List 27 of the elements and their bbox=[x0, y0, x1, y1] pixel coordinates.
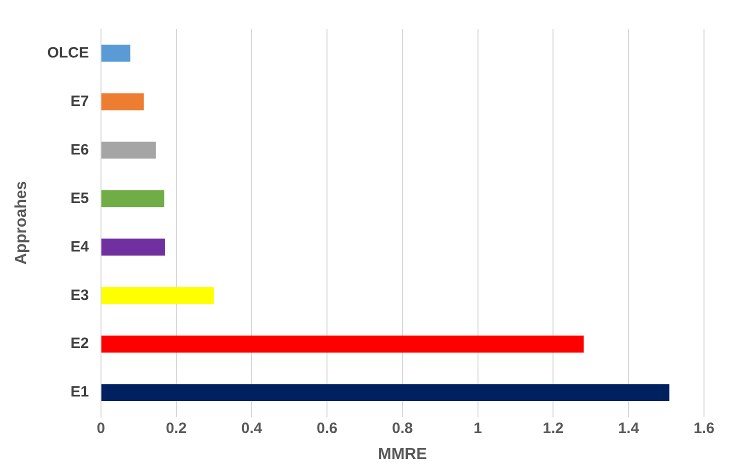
x-tick-label: 1.4 bbox=[618, 420, 640, 437]
x-tick-label: 1.6 bbox=[694, 420, 714, 437]
bar bbox=[101, 93, 144, 110]
x-tick-label: 0.8 bbox=[392, 420, 413, 437]
x-tick-label: 0.6 bbox=[316, 420, 338, 437]
bar bbox=[101, 190, 164, 208]
x-tick-label: 1 bbox=[474, 420, 482, 437]
bar bbox=[101, 384, 670, 402]
bar bbox=[101, 336, 584, 353]
bar bbox=[101, 44, 130, 62]
x-tick-label: 0 bbox=[96, 420, 106, 437]
x-tick-label: 0.2 bbox=[166, 420, 187, 437]
y-tick-label: E2 bbox=[70, 335, 89, 352]
y-tick-label: E5 bbox=[70, 190, 89, 207]
y-tick-label: E4 bbox=[70, 238, 90, 256]
x-tick-label: 0.4 bbox=[241, 420, 263, 437]
y-tick-label: OLCE bbox=[47, 44, 89, 62]
y-tick-label: E7 bbox=[70, 92, 89, 110]
bar bbox=[101, 287, 214, 304]
bar bbox=[101, 142, 156, 159]
y-tick-label: E1 bbox=[70, 384, 89, 401]
y-tick-label: E6 bbox=[70, 141, 89, 158]
y-axis-title: Approahes bbox=[13, 181, 30, 265]
y-tick-label: E3 bbox=[70, 286, 89, 304]
x-tick-label: 1.2 bbox=[542, 420, 564, 437]
bar bbox=[101, 238, 165, 256]
x-axis-title: MMRE bbox=[378, 446, 428, 463]
